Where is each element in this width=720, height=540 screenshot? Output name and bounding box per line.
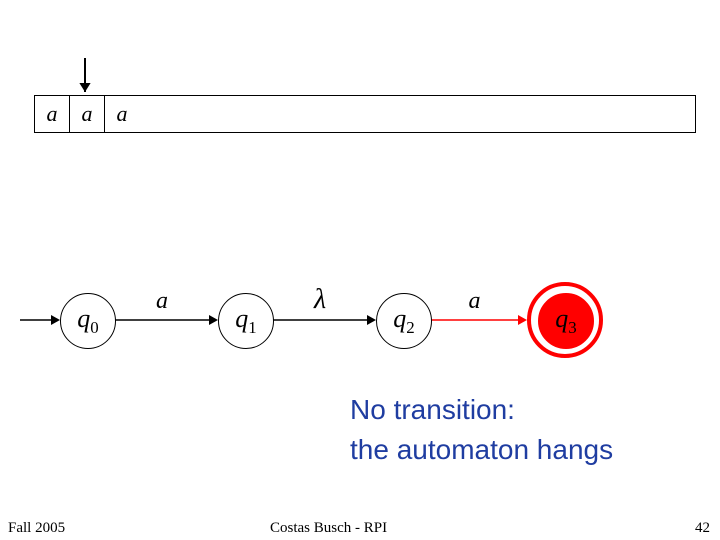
transition-label: a bbox=[469, 288, 481, 315]
footer-center: Costas Busch - RPI bbox=[270, 520, 387, 537]
state-label: q2 bbox=[393, 304, 414, 338]
footer-left: Fall 2005 bbox=[8, 520, 65, 537]
state-label: q1 bbox=[235, 304, 256, 338]
state-label: q3 bbox=[555, 304, 576, 338]
state-label: q0 bbox=[77, 304, 98, 338]
caption-line: the automaton hangs bbox=[350, 430, 613, 470]
transition-label: λ bbox=[314, 284, 326, 316]
caption-line: No transition: bbox=[350, 390, 613, 430]
state-q3: q3 bbox=[538, 293, 594, 349]
transition-label: a bbox=[156, 288, 168, 315]
state-q0: q0 bbox=[60, 293, 116, 349]
state-q1: q1 bbox=[218, 293, 274, 349]
state-q2: q2 bbox=[376, 293, 432, 349]
footer-right: 42 bbox=[695, 520, 710, 537]
caption: No transition:the automaton hangs bbox=[350, 390, 613, 470]
